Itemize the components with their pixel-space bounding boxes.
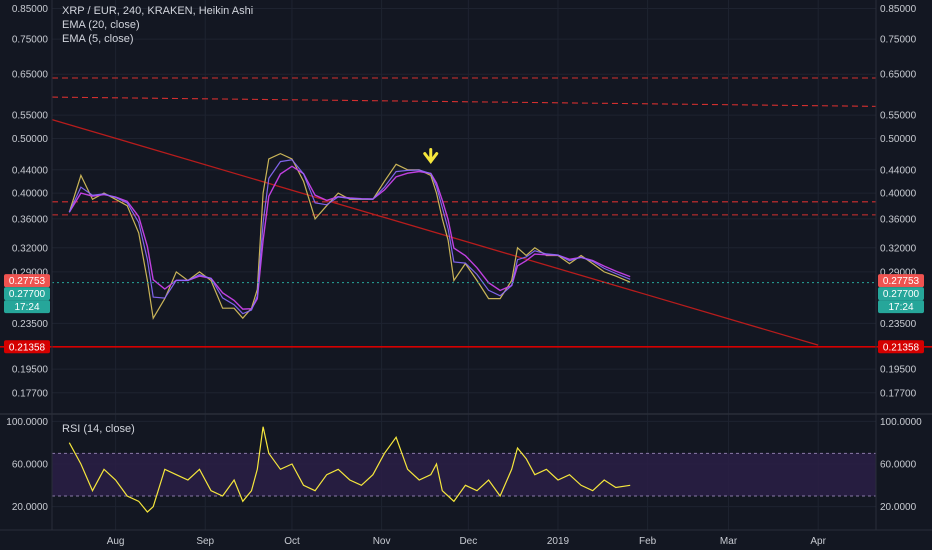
time-tick-label: 2019	[547, 536, 570, 547]
price-pane[interactable]	[0, 77, 932, 348]
ema5-series	[68, 159, 631, 315]
ema20-legend[interactable]: EMA (20, close)	[62, 19, 140, 31]
price-tick-label: 0.19500	[12, 365, 49, 376]
time-tick-label: Nov	[373, 536, 391, 547]
right-price-scale[interactable]: 0.85000 0.75000 0.65000 0.55000 0.50000 0.440…	[880, 4, 922, 513]
trendline[interactable]	[51, 118, 819, 346]
last-price-badge-box	[4, 274, 50, 288]
price-tick-label: 0.50000	[880, 134, 917, 145]
price-badges: 0.27753 0.27700 17:24 0.21358 0.27753 0.27700…	[4, 274, 924, 354]
price-tick-label: 0.29000	[880, 267, 917, 278]
arrow-shape	[423, 148, 439, 165]
ema-price-badge-box	[878, 287, 924, 301]
price-tick-label: 0.55000	[12, 111, 49, 122]
grid-lines	[52, 0, 876, 530]
price-tick-label: 0.17700	[880, 388, 917, 399]
price-tick-label: 0.23500	[12, 319, 49, 330]
dashed-level-line	[51, 96, 877, 107]
rsi-legend-label[interactable]: RSI (14, close)	[62, 423, 135, 435]
price-tick-label: 0.19500	[880, 365, 917, 376]
last-price-badge: 0.27753	[9, 276, 46, 287]
price-tick-label: 0.65000	[12, 70, 49, 81]
countdown-badge: 17:24	[14, 302, 39, 313]
ema5-legend[interactable]: EMA (5, close)	[62, 33, 134, 45]
rsi-tick-label: 100.0000	[6, 417, 48, 428]
time-tick-label: Sep	[196, 536, 214, 547]
ema-price-badge: 0.27700	[9, 289, 46, 300]
price-tick-label: 0.23500	[880, 319, 917, 330]
last-price-badge-box	[878, 274, 924, 288]
price-tick-label: 0.44000	[880, 165, 917, 176]
rsi-tick-label: 100.0000	[880, 417, 922, 428]
price-tick-label: 0.40000	[12, 189, 49, 200]
countdown-badge: 17:24	[888, 302, 913, 313]
rsi-tick-label: 60.0000	[880, 460, 917, 471]
countdown-badge-box	[4, 300, 50, 314]
support-price-badge-box	[4, 340, 50, 354]
countdown-badge-box	[878, 300, 924, 314]
ema-price-badge: 0.27700	[883, 289, 920, 300]
rsi-pane[interactable]	[52, 426, 876, 513]
time-tick-label: Oct	[284, 536, 300, 547]
price-tick-label: 0.65000	[880, 70, 917, 81]
price-tick-label: 0.75000	[880, 35, 917, 46]
time-tick-label: Feb	[639, 536, 657, 547]
price-tick-label: 0.29000	[12, 267, 49, 278]
time-tick-label: Aug	[107, 536, 125, 547]
price-tick-label: 0.32000	[12, 243, 49, 254]
price-tick-label: 0.36000	[880, 214, 917, 225]
rsi-series	[68, 426, 631, 513]
symbol-title[interactable]: XRP / EUR, 240, KRAKEN, Heikin Ashi	[62, 5, 254, 17]
price-tick-label: 0.75000	[12, 35, 49, 46]
price-tick-label: 0.32000	[880, 243, 917, 254]
price-tick-label: 0.17700	[12, 388, 49, 399]
rsi-legend[interactable]: RSI (14, close)	[62, 422, 135, 436]
time-scale[interactable]: Aug Sep Oct Nov Dec 2019 Feb Mar Apr	[107, 536, 827, 547]
support-price-badge: 0.21358	[883, 342, 920, 353]
time-tick-label: Mar	[720, 536, 738, 547]
price-tick-label: 0.85000	[12, 4, 49, 15]
price-tick-label: 0.36000	[12, 214, 49, 225]
price-tick-label: 0.85000	[880, 4, 917, 15]
rsi-tick-label: 20.0000	[880, 502, 917, 513]
chart-legend[interactable]: XRP / EUR, 240, KRAKEN, Heikin Ashi EMA …	[62, 4, 253, 46]
time-tick-label: Apr	[810, 536, 826, 547]
left-price-scale[interactable]: 0.85000 0.75000 0.65000 0.55000 0.50000 0.440…	[6, 4, 48, 513]
rsi-band	[52, 453, 876, 496]
arrow-down-icon	[423, 148, 439, 165]
price-tick-label: 0.40000	[880, 189, 917, 200]
support-price-badge: 0.21358	[9, 342, 46, 353]
last-price-badge: 0.27753	[883, 276, 920, 287]
time-tick-label: Dec	[459, 536, 477, 547]
horizontal-levels[interactable]	[51, 77, 877, 216]
price-tick-label: 0.55000	[880, 111, 917, 122]
ema-price-badge-box	[4, 287, 50, 301]
rsi-tick-label: 20.0000	[12, 502, 49, 513]
rsi-tick-label: 60.0000	[12, 460, 49, 471]
price-tick-label: 0.50000	[12, 134, 49, 145]
support-price-badge-box	[878, 340, 924, 354]
price-tick-label: 0.44000	[12, 165, 49, 176]
